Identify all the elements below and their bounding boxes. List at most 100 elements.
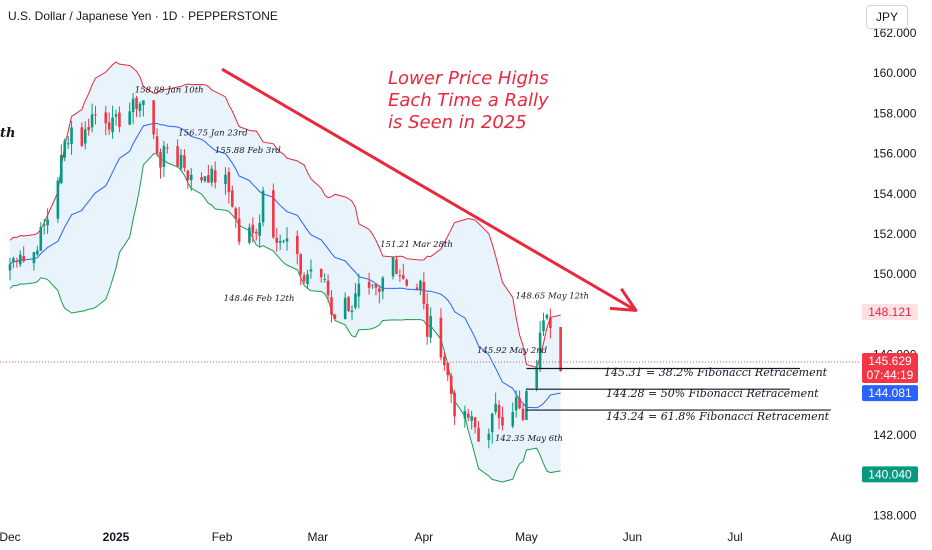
candle-body (22, 255, 25, 262)
candle-body (494, 403, 497, 412)
candle-body (203, 176, 207, 182)
candle-body (152, 100, 155, 135)
candle-body (166, 147, 169, 149)
candle-body (501, 417, 504, 426)
candle-body (350, 310, 354, 313)
candle-body (94, 114, 97, 116)
candle-body (90, 114, 94, 128)
candle-body (128, 111, 131, 125)
y-tick-label: 158.000 (873, 106, 917, 120)
candle-body (449, 375, 453, 394)
lower-band-line (9, 152, 561, 483)
candlesticks (8, 92, 562, 449)
candle-body (159, 152, 162, 168)
candle-body (104, 112, 108, 124)
candle-body (391, 257, 395, 277)
main-annotation-line: Each Time a Rally (388, 90, 549, 111)
candle-body (402, 275, 405, 279)
fib-level-label: 145.31 = 38.2% Fibonacci Retracement (604, 366, 828, 379)
candle-body (419, 280, 422, 291)
price-annotation: 142.35 May 6th (495, 434, 563, 444)
price-annotation: 151.21 Mar 28th (380, 240, 453, 250)
candle-body (378, 288, 381, 292)
price-annotation: 148.46 Feb 12th (224, 294, 295, 304)
chart-title: U.S. Dollar / Japanese Yen · 1D · PEPPER… (8, 9, 278, 23)
x-tick-label: May (515, 530, 538, 544)
candle-body (343, 297, 347, 320)
candle-body (32, 251, 36, 264)
candle-body (83, 129, 87, 144)
candle-body (118, 112, 121, 127)
candle-body (60, 155, 63, 184)
candle-body (295, 235, 299, 254)
price-annotation: 156.75 Jan 23rd (178, 129, 248, 139)
candle-body (443, 356, 446, 366)
candle-body (347, 297, 350, 312)
candle-body (371, 284, 374, 286)
x-tick-label: 2025 (103, 530, 130, 544)
candle-body (80, 127, 84, 146)
candle-body (70, 127, 73, 144)
price-tag-value: 144.081 (868, 386, 912, 400)
y-tick-label: 142.000 (873, 428, 917, 442)
candle-body (36, 250, 39, 255)
candle-body (398, 275, 402, 277)
candle-body (466, 413, 470, 418)
candle-body (8, 264, 12, 271)
candle-body (525, 391, 528, 420)
candle-body (15, 261, 19, 263)
price-tag-box (862, 466, 918, 483)
candle-body (306, 274, 309, 285)
candle-body (227, 172, 231, 193)
candle-body (302, 275, 306, 282)
candle-body (282, 240, 285, 242)
candle-body (487, 433, 491, 440)
candle-body (254, 231, 258, 234)
candle-body (330, 297, 333, 315)
main-annotation-line: Lower Price Highs (388, 68, 549, 89)
candle-body (42, 224, 46, 226)
candle-body (189, 174, 193, 181)
y-tick-label: 160.000 (873, 66, 917, 80)
axes: 138.000140.000142.000144.000146.000148.0… (0, 26, 918, 544)
price-annotation: 158.88 Jan 10th (135, 86, 204, 96)
candle-body (224, 174, 227, 185)
candle-body (559, 327, 562, 372)
y-tick-label: 154.000 (873, 187, 917, 201)
candle-body (333, 314, 337, 320)
candle-body (511, 412, 515, 427)
band-fill (10, 62, 561, 482)
x-tick-label: Dec (0, 530, 21, 544)
candle-body (309, 269, 313, 272)
candle-body (18, 254, 22, 265)
candle-body (275, 238, 279, 243)
currency-button[interactable]: JPY (866, 5, 908, 29)
candle-body (326, 280, 330, 296)
candle-body (323, 279, 326, 281)
trend-arrow-line (221, 67, 637, 312)
price-annotation: 155.88 Feb 3rd (215, 146, 282, 156)
price-annotation: 148.65 May 12th (516, 291, 589, 301)
x-tick-label: Jul (727, 530, 742, 544)
candle-body (162, 145, 166, 168)
candle-body (142, 100, 145, 105)
candle-body (446, 362, 450, 376)
bollinger-bands (9, 61, 561, 483)
candle-body (155, 136, 159, 154)
candle-body (439, 317, 443, 358)
price-tag-box (862, 385, 918, 402)
candle-body (374, 283, 378, 288)
candle-body (285, 238, 289, 242)
y-tick-label: 156.000 (873, 147, 917, 161)
candle-body (367, 281, 371, 288)
candle-body (248, 227, 251, 243)
candle-body (357, 283, 361, 297)
candle-body (354, 293, 357, 308)
candle-body (234, 208, 238, 220)
candle-body (107, 122, 111, 130)
candle-body (395, 259, 398, 274)
candle-body (12, 258, 15, 263)
candle-body (183, 155, 186, 168)
candle-body (299, 254, 302, 275)
